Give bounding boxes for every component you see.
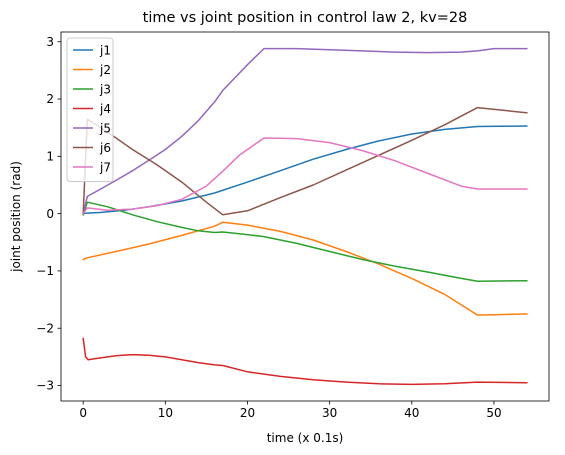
legend-label-j2: j2	[99, 63, 111, 77]
legend-label-j5: j5	[99, 121, 111, 135]
series-line-j3	[82, 201, 528, 282]
chart-title: time vs joint position in control law 2,…	[143, 10, 468, 26]
y-tick-label: −3	[36, 379, 54, 393]
series-line-j6	[82, 106, 528, 216]
x-tick-label: 0	[79, 406, 87, 420]
legend-label-j6: j6	[99, 141, 111, 155]
y-tick-label: 1	[46, 150, 54, 164]
series-line-j7	[82, 137, 528, 215]
legend: j1 j2 j3 j4 j5 j6 j7	[66, 37, 114, 182]
x-tick-label: 10	[158, 406, 173, 420]
legend-box	[66, 37, 114, 182]
x-tick-label: 40	[404, 406, 419, 420]
x-tick-label: 20	[240, 406, 255, 420]
x-tick-label: 30	[322, 406, 337, 420]
series-lines	[82, 47, 528, 386]
y-axis-ticks: −3 −2 −1 0 1 2 3	[36, 35, 61, 393]
y-tick-label: 2	[46, 92, 54, 106]
y-tick-label: −1	[36, 264, 54, 278]
series-line-j4	[82, 337, 528, 386]
y-tick-label: 3	[46, 35, 54, 49]
legend-label-j4: j4	[99, 102, 111, 116]
legend-label-j7: j7	[99, 160, 111, 174]
y-tick-label: 0	[46, 207, 54, 221]
axes-frame	[60, 31, 550, 402]
y-axis-label: joint position (rad)	[9, 161, 23, 273]
legend-label-j1: j1	[99, 43, 111, 57]
series-line-j2	[82, 221, 528, 316]
y-tick-label: −2	[36, 321, 54, 335]
x-tick-label: 50	[486, 406, 501, 420]
plot-area	[60, 31, 550, 402]
x-axis-label: time (x 0.1s)	[267, 431, 344, 445]
x-axis-ticks: 0 10 20 30 40 50	[79, 401, 502, 420]
series-line-j1	[82, 125, 528, 215]
series-line-j5	[82, 47, 528, 215]
legend-label-j3: j3	[99, 82, 111, 96]
